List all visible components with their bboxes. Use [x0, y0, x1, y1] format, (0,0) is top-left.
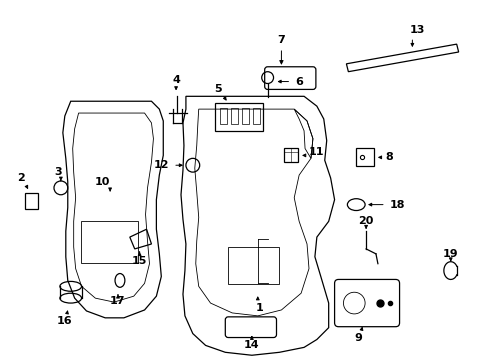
Text: 5: 5: [214, 84, 222, 94]
Text: 11: 11: [308, 148, 324, 157]
Text: 16: 16: [57, 316, 73, 326]
Text: 1: 1: [255, 303, 263, 313]
Text: 18: 18: [389, 199, 405, 210]
Bar: [242, 108, 248, 124]
Text: 9: 9: [353, 333, 362, 342]
Text: 3: 3: [54, 167, 61, 177]
Text: 2: 2: [18, 173, 25, 183]
Bar: [228, 247, 279, 284]
Text: 12: 12: [153, 160, 169, 170]
Text: 19: 19: [442, 249, 458, 259]
Text: 15: 15: [132, 256, 147, 266]
Text: 10: 10: [94, 177, 110, 187]
Text: 17: 17: [109, 296, 124, 306]
Text: 4: 4: [172, 75, 180, 85]
Text: 7: 7: [277, 35, 285, 45]
Bar: [215, 103, 262, 131]
Text: 13: 13: [409, 25, 424, 35]
Text: 20: 20: [358, 216, 373, 226]
Bar: [252, 108, 259, 124]
Bar: [231, 108, 238, 124]
Text: 8: 8: [385, 152, 393, 162]
Bar: [81, 221, 138, 263]
Text: 14: 14: [244, 341, 259, 350]
Text: 6: 6: [295, 77, 303, 86]
Bar: [220, 108, 227, 124]
Bar: [284, 148, 298, 162]
Bar: [356, 148, 373, 166]
Bar: [25, 193, 38, 208]
